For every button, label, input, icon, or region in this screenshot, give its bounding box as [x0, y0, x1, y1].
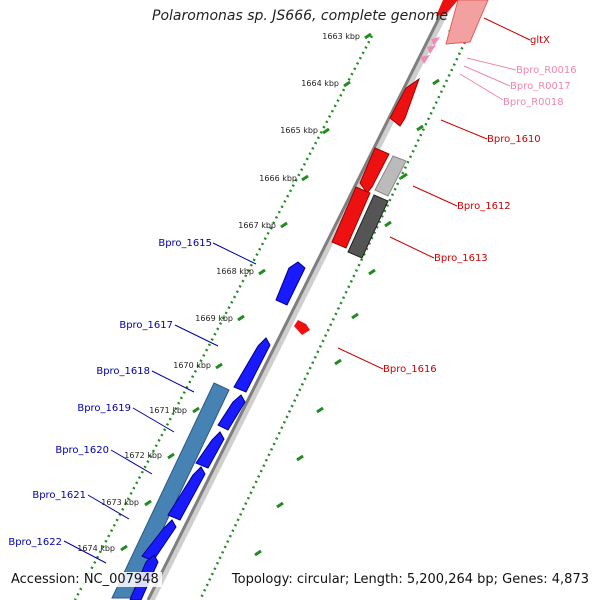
tick-label-1668: 1668 kbp: [216, 267, 254, 276]
tick-mark-inner-7: [215, 362, 223, 370]
rna-gene-R0018: [420, 55, 430, 64]
forward-genes: [294, 0, 489, 335]
genome-backbone: [146, 0, 450, 600]
gene-Bpro_1619: [195, 431, 225, 469]
gene-Bpro_1612-light: [374, 155, 407, 197]
tick-label-1670: 1670 kbp: [173, 361, 211, 370]
genome-summary-text: Topology: circular; Length: 5,200,264 bp…: [228, 572, 592, 587]
label-Bpro_1619: Bpro_1619: [77, 403, 131, 414]
tick-mark-outer-9: [296, 454, 304, 462]
tick-mark-outer-1: [432, 78, 440, 86]
gene-Bpro_1610: [389, 77, 420, 127]
tick-mark-inner-0: [364, 32, 372, 40]
label-Bpro_R0017: Bpro_R0017: [510, 81, 571, 92]
label-Bpro_1617: Bpro_1617: [119, 320, 173, 331]
tick-mark-inner-2: [322, 127, 330, 135]
gene-Bpro_1621: [141, 519, 177, 562]
tick-mark-inner-4: [280, 221, 288, 229]
tick-mark-outer-8: [316, 406, 324, 414]
tick-mark-outer-7: [334, 358, 342, 366]
tick-mark-outer-3: [400, 172, 408, 180]
gene-Bpro_1616: [294, 320, 310, 335]
rna-gene-R0017: [427, 45, 436, 54]
tick-mark-outer-5: [368, 268, 376, 276]
label-Bpro_1615: Bpro_1615: [158, 238, 212, 249]
tick-labels: 1663 kbp 1664 kbp 1665 kbp 1666 kbp 1667…: [77, 32, 360, 553]
tick-mark-inner-5: [258, 268, 266, 276]
tick-mark-inner-10: [144, 499, 152, 507]
tick-mark-inner-3: [301, 174, 309, 182]
label-Bpro_1616: Bpro_1616: [383, 364, 437, 375]
label-Bpro_1612: Bpro_1612: [457, 201, 511, 212]
accession-text: Accession: NC_007948: [8, 572, 162, 587]
operon-band: [111, 382, 230, 599]
label-Bpro_1620: Bpro_1620: [55, 445, 109, 456]
label-Bpro_1622: Bpro_1622: [8, 537, 62, 548]
gene-Bpro_1613-red: [331, 186, 371, 249]
tick-mark-outer-11: [254, 549, 262, 557]
gene-gltX-arrow: [445, 0, 489, 45]
tick-mark-outer-2: [416, 124, 424, 132]
gene-labels: gltX Bpro_R0016 Bpro_R0017 Bpro_R0018 Bp…: [8, 35, 576, 548]
gene-Bpro_1612: [359, 147, 390, 194]
label-Bpro_1618: Bpro_1618: [96, 366, 150, 377]
tick-mark-inner-8: [192, 406, 200, 414]
tick-mark-inner-1: [343, 80, 351, 88]
tick-label-1664: 1664 kbp: [301, 79, 339, 88]
tick-mark-outer-6: [351, 312, 359, 320]
tick-mark-inner-6: [237, 314, 245, 322]
tick-mark-outer-4: [384, 220, 392, 228]
label-Bpro_R0018: Bpro_R0018: [503, 97, 564, 108]
tick-mark-inner-9: [167, 452, 175, 460]
tick-label-1666: 1666 kbp: [259, 174, 297, 183]
tick-label-1672: 1672 kbp: [124, 451, 162, 460]
gene-Bpro_1617: [233, 337, 271, 393]
leader-lines: [63, 17, 531, 564]
tick-label-1671: 1671 kbp: [149, 406, 187, 415]
reverse-genes: [111, 261, 306, 600]
outer-dotted-track: [198, 41, 467, 600]
label-Bpro_1610: Bpro_1610: [487, 134, 541, 145]
tick-label-1673: 1673 kbp: [101, 498, 139, 507]
tick-label-1665: 1665 kbp: [280, 126, 318, 135]
rna-gene-R0016: [431, 37, 440, 46]
tick-label-1669: 1669 kbp: [195, 314, 233, 323]
gene-Bpro_1620: [167, 466, 206, 521]
tick-label-1667: 1667 kbp: [238, 221, 276, 230]
tick-label-1674: 1674 kbp: [77, 544, 115, 553]
label-gltX: gltX: [530, 35, 550, 46]
tick-mark-inner-11: [120, 544, 128, 552]
gene-gltX-dark: [436, 0, 458, 16]
gene-Bpro_1613: [347, 194, 389, 259]
map-title: Polaromonas sp. JS666, complete genome: [152, 8, 448, 24]
label-Bpro_1613: Bpro_1613: [434, 253, 488, 264]
label-Bpro_1621: Bpro_1621: [32, 490, 86, 501]
gene-Bpro_1615: [275, 261, 306, 306]
inner-dotted-track: [73, 35, 374, 600]
tick-mark-outer-10: [276, 501, 284, 509]
label-Bpro_R0016: Bpro_R0016: [516, 65, 577, 76]
tick-label-1663: 1663 kbp: [322, 32, 360, 41]
gene-Bpro_1618: [217, 394, 246, 431]
